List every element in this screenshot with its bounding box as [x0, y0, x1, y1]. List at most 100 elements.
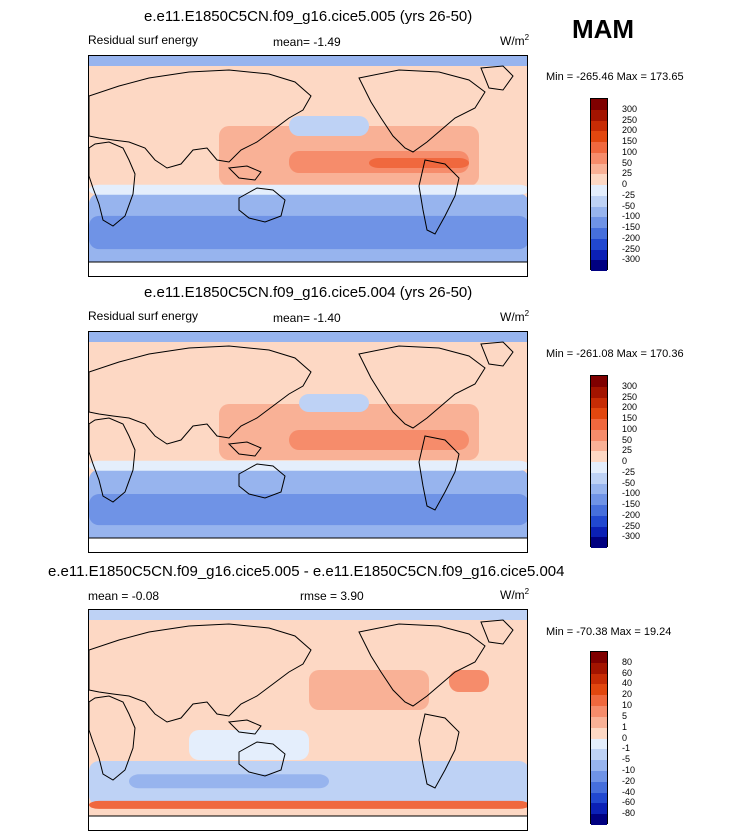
- colorbar-tick-label: -50: [622, 200, 636, 211]
- panel3-minmax: Min = -70.38 Max = 19.24: [546, 626, 672, 638]
- colorbar-swatch: [591, 152, 607, 164]
- colorbar-swatch: [591, 803, 607, 815]
- colorbar-tick-label: 50: [622, 434, 633, 445]
- colorbar-tick-label: -60: [622, 797, 636, 808]
- colorbar-tick-label: 1: [622, 721, 628, 732]
- colorbar-swatch: [591, 738, 607, 750]
- colorbar-tick-label: -20: [622, 775, 636, 786]
- colorbar-tick-label: 150: [622, 413, 638, 423]
- colorbar-swatch: [591, 228, 607, 239]
- colorbar-swatch: [591, 408, 607, 419]
- colorbar-tick-label: -25: [622, 466, 636, 477]
- colorbar-swatch: [591, 526, 607, 538]
- colorbar-tick-label: -150: [622, 499, 641, 509]
- colorbar-swatch: [591, 770, 607, 782]
- panel3-colorbar: [590, 651, 608, 825]
- panel1-colorbar: [590, 98, 608, 271]
- colorbar-tick-label: 25: [622, 445, 633, 456]
- panel1-minmax: Min = -265.46 Max = 173.65: [546, 71, 684, 83]
- colorbar-tick-label: -250: [622, 520, 641, 531]
- colorbar-swatch: [591, 142, 607, 153]
- panel2-map: [88, 331, 528, 553]
- panel2-minmax: Min = -261.08 Max = 170.36: [546, 348, 684, 360]
- panel3-units: W/m2: [500, 587, 530, 602]
- colorbar-swatch: [591, 217, 607, 228]
- colorbar-tick-label: 5: [622, 710, 628, 721]
- colorbar-tick-label: 40: [622, 678, 633, 689]
- colorbar-swatch: [591, 652, 607, 663]
- colorbar-tick-label: -10: [622, 764, 636, 775]
- colorbar-tick-label: 250: [622, 114, 638, 125]
- colorbar-swatch: [591, 451, 607, 462]
- colorbar-swatch: [591, 727, 607, 739]
- colorbar-tick-label: -80: [622, 808, 636, 819]
- panel1-units: W/m2: [500, 33, 530, 48]
- colorbar-swatch: [591, 483, 607, 495]
- colorbar-swatch: [591, 494, 607, 505]
- colorbar-swatch: [591, 131, 607, 142]
- colorbar-tick-label: 10: [622, 700, 633, 711]
- colorbar-swatch: [591, 706, 607, 717]
- colorbar-swatch: [591, 99, 607, 110]
- colorbar-swatch: [591, 814, 607, 825]
- colorbar-tick-label: 150: [622, 136, 638, 146]
- panel2-units: W/m2: [500, 309, 530, 324]
- colorbar-tick-label: -200: [622, 509, 641, 520]
- panel1-map: [88, 55, 528, 277]
- colorbar-swatch: [591, 749, 607, 761]
- colorbar-tick-label: -300: [622, 254, 641, 265]
- colorbar-tick-label: 20: [622, 689, 633, 700]
- colorbar-swatch: [591, 120, 607, 132]
- colorbar-tick-label: 25: [622, 168, 633, 179]
- colorbar-tick-label: 250: [622, 391, 638, 402]
- panel1-variable-label: Residual surf energy: [88, 33, 199, 47]
- colorbar-tick-label: -1: [622, 743, 631, 754]
- colorbar-swatch: [591, 462, 607, 473]
- colorbar-swatch: [591, 109, 607, 121]
- colorbar-swatch: [591, 386, 607, 398]
- colorbar-swatch: [591, 662, 607, 674]
- colorbar-tick-label: 0: [622, 456, 628, 466]
- panel2-mean-label: mean= -1.40: [273, 311, 341, 325]
- colorbar-swatch: [591, 472, 607, 484]
- panel2-colorbar: [590, 375, 608, 548]
- colorbar-tick-label: -100: [622, 488, 641, 499]
- panel3-map: [88, 609, 528, 831]
- colorbar-swatch: [591, 440, 607, 452]
- colorbar-tick-label: 100: [622, 423, 638, 434]
- colorbar-tick-label: 300: [622, 380, 638, 391]
- colorbar-tick-label: -250: [622, 243, 641, 254]
- colorbar-swatch: [591, 792, 607, 804]
- colorbar-swatch: [591, 419, 607, 430]
- colorbar-swatch: [591, 174, 607, 185]
- panel3-title: e.e11.E1850C5CN.f09_g16.cice5.005 - e.e1…: [48, 563, 565, 580]
- colorbar-swatch: [591, 238, 607, 250]
- colorbar-tick-label: 50: [622, 157, 633, 168]
- colorbar-tick-label: -150: [622, 222, 641, 232]
- colorbar-tick-label: -50: [622, 477, 636, 488]
- colorbar-tick-label: -300: [622, 531, 641, 542]
- colorbar-swatch: [591, 716, 607, 728]
- colorbar-swatch: [591, 206, 607, 218]
- colorbar-tick-label: -40: [622, 786, 636, 797]
- colorbar-swatch: [591, 249, 607, 261]
- colorbar-swatch: [591, 760, 607, 771]
- colorbar-swatch: [591, 260, 607, 271]
- season-label: MAM: [572, 14, 635, 44]
- colorbar-tick-label: 80: [622, 656, 633, 667]
- colorbar-swatch: [591, 684, 607, 696]
- colorbar-tick-label: 60: [622, 667, 633, 678]
- panel2-variable-label: Residual surf energy: [88, 309, 199, 323]
- panel3-mean-label: mean = -0.08: [88, 589, 160, 603]
- colorbar-tick-label: 300: [622, 103, 638, 114]
- colorbar-tick-label: -200: [622, 232, 641, 243]
- colorbar-tick-label: -5: [622, 754, 631, 765]
- colorbar-tick-label: 200: [622, 402, 638, 413]
- colorbar-swatch: [591, 429, 607, 441]
- panel2-title: e.e11.E1850C5CN.f09_g16.cice5.004 (yrs 2…: [144, 284, 473, 301]
- colorbar-tick-label: -100: [622, 211, 641, 222]
- panel3-rmse-label: rmse = 3.90: [300, 589, 364, 603]
- colorbar-swatch: [591, 163, 607, 175]
- colorbar-swatch: [591, 781, 607, 793]
- colorbar-tick-label: 0: [622, 732, 628, 743]
